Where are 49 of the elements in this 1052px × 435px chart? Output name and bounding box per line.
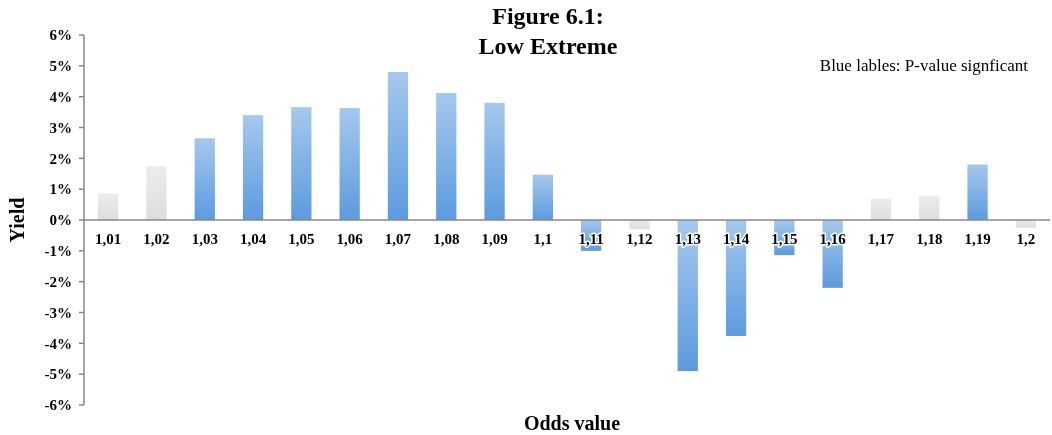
x-tick-label: 1,08 [433,231,460,247]
x-tick-label: 1,13 [674,231,701,247]
y-axis-title: Yield [6,197,28,243]
y-tick-label: 6% [49,27,72,44]
y-tick-label: -6% [44,397,72,414]
y-tick-label: 2% [49,150,72,167]
x-tick-label: 1,12 [626,231,653,247]
bar [339,108,360,220]
y-tick-label: 1% [49,181,72,198]
bar [194,138,215,220]
x-tick-label: 1,07 [384,231,412,247]
y-tick-label: -5% [44,366,72,383]
bar [919,195,940,220]
x-tick-label: 1,1 [533,231,553,247]
bar [436,92,457,220]
x-tick-label: 1,05 [288,231,315,247]
bar [532,174,553,220]
bar [967,164,988,220]
x-tick-label: 1,09 [481,231,508,247]
bar [870,198,892,220]
x-tick-label: 1,02 [143,231,170,247]
y-tick-label: -1% [44,243,72,260]
x-tick-label: 1,16 [819,231,847,247]
x-tick-label: 1,19 [964,231,991,247]
bar [484,102,505,220]
y-tick-label: -4% [44,335,72,352]
chart-title: Figure 6.1: Low Extreme [478,3,618,59]
y-tick-label: -2% [44,273,72,290]
x-tick-label: 1,01 [95,231,122,247]
y-tick-label: 4% [49,88,72,105]
x-tick-label: 1,2 [1016,231,1036,247]
y-tick-label: 0% [49,212,72,229]
y-tick-label: 5% [49,58,72,75]
x-axis-title: Odds value [523,412,621,434]
bar [1015,220,1036,228]
x-tick-label: 1,06 [336,231,364,247]
y-tick-label: -3% [44,304,72,321]
bar [242,115,264,220]
bar [98,193,119,220]
x-tick-label: 1,04 [239,231,267,247]
x-tick-label: 1,18 [916,231,943,247]
y-tick-label: 3% [49,119,72,136]
bar [291,107,312,220]
bar [146,166,167,220]
annotation: Blue lables: P-value signficant [819,56,1029,75]
bar [387,72,409,220]
x-tick-label: 1,17 [867,231,895,247]
x-tick-label: 1,03 [191,231,218,247]
x-tick-label: 1,14 [722,231,750,247]
